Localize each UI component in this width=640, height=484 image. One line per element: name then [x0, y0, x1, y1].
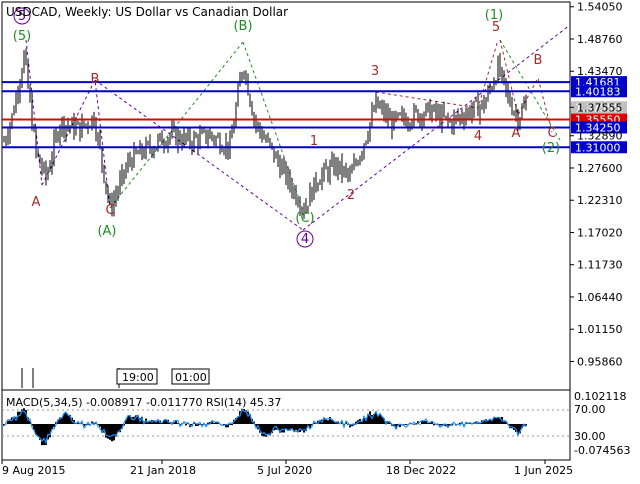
time-label: 5 Jul 2020: [257, 464, 312, 477]
wave-label: 1: [310, 134, 318, 149]
wave-label: (B): [233, 19, 252, 34]
wave-label-circle: [296, 230, 314, 248]
support-resistance-levels: 1.416811.401831.375551.355501.342501.310…: [2, 76, 627, 154]
wave-line-green-bc: [242, 41, 304, 211]
wave-label: B: [91, 72, 100, 87]
price-tick-label: 1.11730: [577, 259, 623, 272]
wave-label: 4: [301, 232, 309, 247]
price-tick-label: 1.43470: [577, 65, 623, 78]
level-price-tag: [571, 76, 627, 89]
time-markers: [21, 368, 120, 388]
price-tick-label: 1.37555: [577, 101, 623, 114]
wave-label: A: [512, 126, 521, 141]
indicator-label: MACD(5,34,5) -0.008917 -0.011770 RSI(14)…: [6, 396, 281, 409]
rsi-line: [3, 408, 527, 445]
level-price-label: 1.40183: [575, 85, 621, 98]
wave-label: B: [534, 53, 543, 68]
wave-label: 4: [474, 129, 482, 144]
indicator-tick-70: 70.00: [574, 403, 606, 416]
wave-label: (2): [542, 141, 560, 156]
wave-line-red-abc: [499, 39, 553, 133]
chart-frame: [1, 1, 571, 461]
wave-line-green-12: [499, 39, 561, 141]
wave-label: A: [32, 195, 41, 210]
price-tick-label: 1.06440: [577, 291, 623, 304]
level-price-tag: [571, 121, 627, 134]
time-label: 9 Aug 2015: [2, 464, 65, 477]
time-box-2[interactable]: [171, 368, 210, 385]
wave-label: (1): [485, 8, 503, 23]
price-tick-label: 1.17020: [577, 226, 623, 239]
time-box-1[interactable]: [116, 368, 158, 385]
chart-title: USDCAD, Weekly: US Dollar vs Canadian Do…: [6, 5, 288, 19]
indicator-tick-30: 30.00: [574, 430, 606, 443]
wave-label-circle: [13, 7, 31, 25]
price-axis: 1.54050 1.48760 1.43470 1.37555 1.32890 1.276…: [570, 1, 623, 368]
price-tick-label: 1.22310: [577, 194, 623, 207]
price-series: [3, 48, 527, 219]
wave-line-purple-a: [25, 39, 43, 186]
price-tick-label: 1.01150: [577, 323, 623, 336]
level-price-tag: [571, 85, 627, 98]
time-box-1-label: 19:00: [122, 371, 154, 384]
price-tick-label: 1.27600: [577, 162, 623, 175]
level-price-tag: [571, 101, 627, 114]
time-label: 18 Dec 2022: [386, 464, 456, 477]
price-tick-label: 0.95860: [577, 355, 623, 368]
level-price-tag: [571, 141, 627, 154]
wave-label: C: [105, 203, 114, 218]
price-tick-label: 1.32890: [577, 130, 623, 143]
time-box-2-label: 01:00: [175, 371, 207, 384]
indicator-tick-min: -0.074563: [574, 444, 630, 457]
wave-label: 2: [347, 188, 355, 203]
wave-line-red-345: [375, 39, 499, 109]
wave-label: (C): [295, 211, 314, 226]
price-tick-label: 1.48760: [577, 33, 623, 46]
time-label: 1 Jun 2025: [514, 464, 573, 477]
wave-label: (A): [97, 224, 116, 239]
time-axis: 9 Aug 2015 21 Jan 2018 5 Jul 2020 18 Dec…: [1, 460, 573, 477]
time-label: 21 Jan 2018: [130, 464, 196, 477]
indicator-tick-max: 0.102118: [574, 390, 627, 403]
wave-label: (5): [13, 29, 31, 44]
wave-line-purple-c: [94, 79, 304, 231]
level-price-label: 1.34250: [575, 121, 621, 134]
wave-line-green-ab: [109, 41, 244, 209]
wave-label: 3: [371, 64, 379, 79]
level-price-label: 1.37555: [575, 101, 621, 114]
wave-label: C: [547, 126, 556, 141]
price-tick-label: 1.54050: [577, 1, 623, 14]
level-price-label: 1.31000: [575, 141, 621, 154]
wave-label: 5: [492, 20, 500, 35]
wave-label: 5: [18, 9, 26, 24]
